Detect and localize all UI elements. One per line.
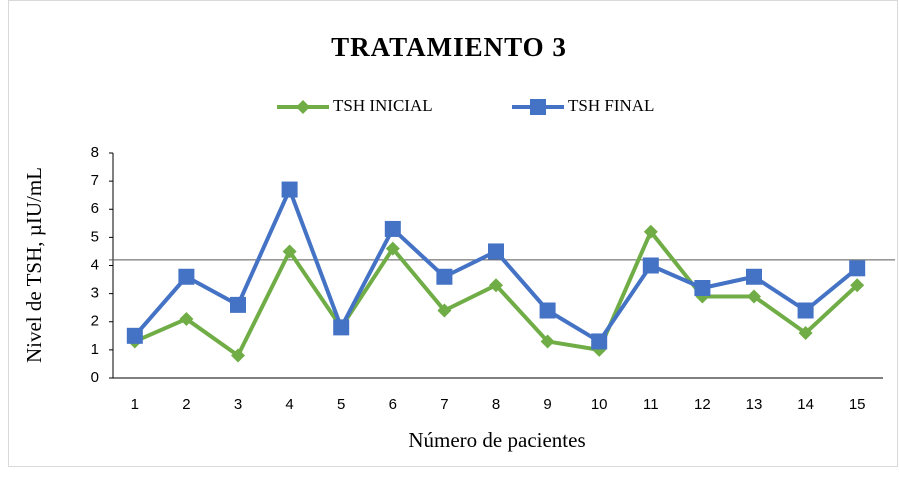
series-line [133,187,859,344]
y-axis-label: Nivel de TSH, µIU/mL [22,167,46,363]
marker [747,289,761,304]
marker [436,268,453,285]
marker [231,348,245,363]
legend-label: TSH FINAL [568,96,654,115]
marker [281,181,298,198]
y-tick-label: 4 [91,256,99,273]
marker [540,334,555,349]
marker [282,244,297,259]
x-axis-label: Número de pacientes [408,428,585,452]
x-tick-label: 15 [849,396,866,413]
marker [488,243,504,260]
marker [797,302,814,319]
x-tick-label: 5 [337,396,345,413]
marker [296,100,310,114]
y-tick-label: 3 [91,285,99,302]
marker [746,268,762,285]
x-tick-label: 10 [591,396,608,413]
marker [230,296,246,313]
marker [179,311,194,326]
y-tick-label: 1 [91,341,99,358]
x-tick-label: 1 [131,396,139,413]
marker [437,303,452,318]
chart-border [8,0,898,467]
x-tick-label: 13 [746,396,763,413]
x-tick-label: 4 [285,396,293,413]
y-tick-label: 5 [91,228,99,245]
x-tick-label: 9 [543,396,551,413]
y-tick-label: 7 [91,172,99,189]
marker [798,326,813,340]
legend-label: TSH INICIAL [333,96,433,115]
marker [642,257,659,274]
marker [385,241,400,256]
y-tick-label: 0 [91,369,99,386]
x-tick-label: 3 [234,396,242,413]
marker [489,278,503,293]
marker [539,302,556,319]
marker [333,319,350,336]
y-tick-label: 6 [91,200,99,217]
x-tick-label: 6 [389,396,397,413]
marker [178,268,195,285]
marker [126,327,143,344]
y-tick-label: 8 [91,144,99,161]
x-tick-label: 11 [643,396,659,413]
marker [643,224,658,239]
x-tick-label: 7 [440,396,448,413]
marker [591,333,608,350]
marker [530,99,546,115]
chart-title: TRATAMIENTO 3 [331,32,567,62]
y-tick-label: 2 [91,313,99,330]
x-tick-label: 12 [694,396,711,413]
x-tick-label: 14 [797,396,814,413]
marker [849,260,866,277]
x-tick-label: 8 [492,396,500,413]
marker [850,278,865,293]
marker [384,220,401,237]
x-tick-label: 2 [182,396,190,413]
marker [694,280,711,296]
